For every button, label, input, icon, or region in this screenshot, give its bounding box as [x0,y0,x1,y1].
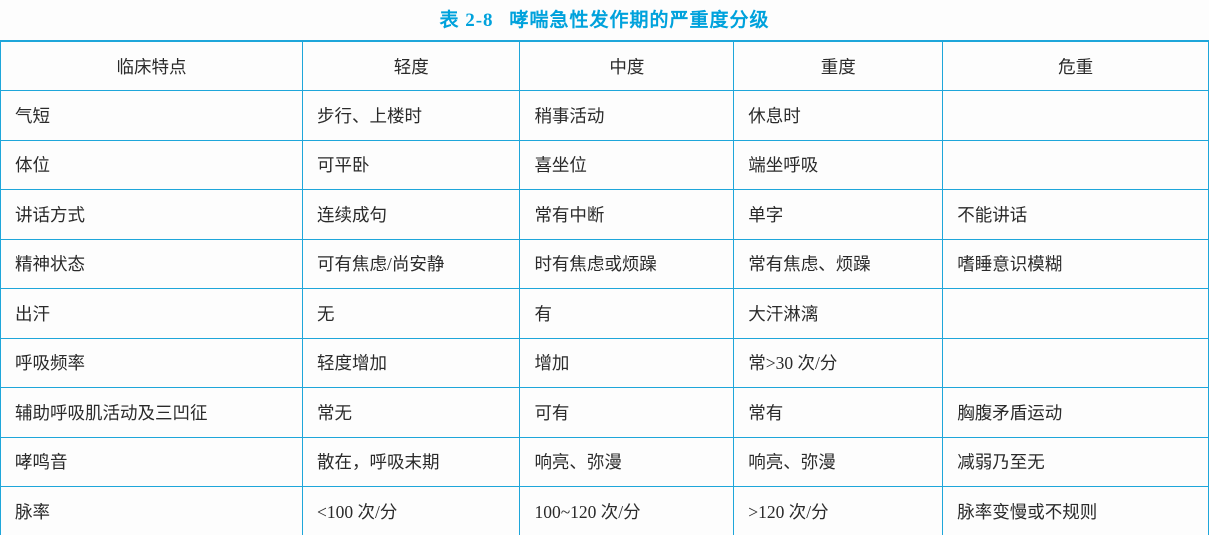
asthma-severity-table: 临床特点 轻度 中度 重度 危重 气短 步行、上楼时 稍事活动 休息时 体位 可… [0,40,1209,535]
data-cell: 喜坐位 [519,139,735,190]
data-cell: >120 次/分 [733,486,944,535]
data-cell: 大汗淋漓 [733,288,944,339]
data-cell: 可有焦虑/尚安静 [301,238,521,289]
table-row: 体位 可平卧 喜坐位 端坐呼吸 [0,139,1209,190]
data-cell: 脉率变慢或不规则 [942,486,1209,535]
col-header-critical: 危重 [942,40,1209,91]
data-cell: 无 [301,288,521,339]
table-number: 表 2-8 [439,10,494,31]
data-cell: 常有 [733,387,944,438]
data-cell: 轻度增加 [301,337,521,388]
table-row: 出汗 无 有 大汗淋漓 [0,288,1209,339]
row-label: 讲话方式 [0,189,303,240]
row-label: 出汗 [0,288,303,339]
col-header-clinical-feature: 临床特点 [0,40,303,91]
table-row: 脉率 <100 次/分 100~120 次/分 >120 次/分 脉率变慢或不规… [0,486,1209,535]
data-cell: 可有 [519,387,735,438]
data-cell [942,139,1209,190]
data-cell: 不能讲话 [942,189,1209,240]
data-cell: 端坐呼吸 [733,139,944,190]
data-cell: 常有焦虑、烦躁 [733,238,944,289]
data-cell: <100 次/分 [301,486,521,535]
data-cell: 可平卧 [301,139,521,190]
table-row: 讲话方式 连续成句 常有中断 单字 不能讲话 [0,189,1209,240]
data-cell [942,90,1209,141]
data-cell: 增加 [519,337,735,388]
table-row: 哮鸣音 散在，呼吸末期 响亮、弥漫 响亮、弥漫 减弱乃至无 [0,436,1209,487]
data-cell: 散在，呼吸末期 [301,436,521,487]
data-cell: 嗜睡意识模糊 [942,238,1209,289]
data-cell: 100~120 次/分 [519,486,735,535]
row-label: 体位 [0,139,303,190]
table-title: 表 2-8 哮喘急性发作期的严重度分级 [0,0,1209,40]
data-cell: 单字 [733,189,944,240]
row-label: 气短 [0,90,303,141]
col-header-severe: 重度 [733,40,944,91]
data-cell: 常无 [301,387,521,438]
col-header-mild: 轻度 [301,40,521,91]
table-row: 精神状态 可有焦虑/尚安静 时有焦虑或烦躁 常有焦虑、烦躁 嗜睡意识模糊 [0,238,1209,289]
data-cell: 时有焦虑或烦躁 [519,238,735,289]
header-row: 临床特点 轻度 中度 重度 危重 [0,40,1209,91]
data-cell: 胸腹矛盾运动 [942,387,1209,438]
data-cell: 常>30 次/分 [733,337,944,388]
data-cell: 响亮、弥漫 [519,436,735,487]
data-cell: 休息时 [733,90,944,141]
data-cell: 有 [519,288,735,339]
row-label: 脉率 [0,486,303,535]
table-row: 气短 步行、上楼时 稍事活动 休息时 [0,90,1209,141]
data-cell: 减弱乃至无 [942,436,1209,487]
data-cell: 稍事活动 [519,90,735,141]
row-label: 呼吸频率 [0,337,303,388]
table-row: 辅助呼吸肌活动及三凹征 常无 可有 常有 胸腹矛盾运动 [0,387,1209,438]
data-cell [942,288,1209,339]
data-cell: 步行、上楼时 [301,90,521,141]
table-caption: 哮喘急性发作期的严重度分级 [509,10,770,31]
row-label: 精神状态 [0,238,303,289]
data-cell [942,337,1209,388]
table-row: 呼吸频率 轻度增加 增加 常>30 次/分 [0,337,1209,388]
row-label: 辅助呼吸肌活动及三凹征 [0,387,303,438]
row-label: 哮鸣音 [0,436,303,487]
data-cell: 连续成句 [301,189,521,240]
col-header-moderate: 中度 [519,40,735,91]
data-cell: 响亮、弥漫 [733,436,944,487]
data-cell: 常有中断 [519,189,735,240]
